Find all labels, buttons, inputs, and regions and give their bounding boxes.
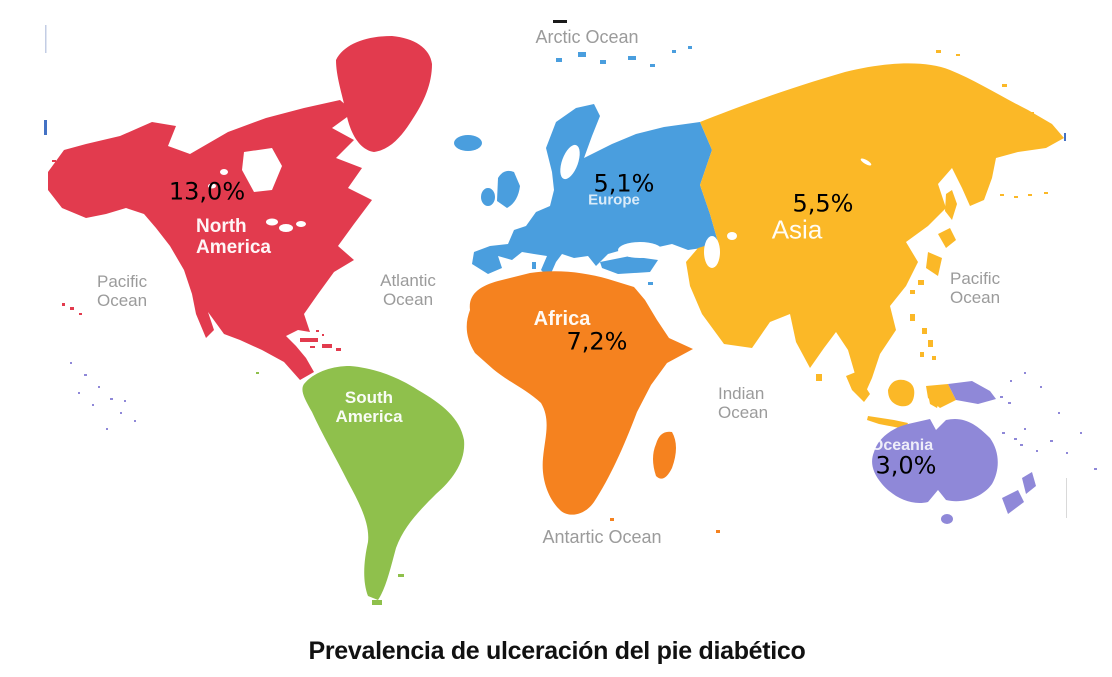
greenland [336,36,432,152]
oceania-value: 3,0% [875,451,937,480]
africa-label: Africa [533,307,591,330]
great-lakes [266,218,278,226]
africa-mainland [466,271,693,515]
europe-mainland [472,104,718,278]
lake-baikal [860,158,872,166]
south-america-mainland [302,366,465,600]
great-lakes [296,221,306,227]
artifacts [44,20,1067,518]
europe-shape [454,46,718,285]
arctic-ocean-label: Arctic Ocean [535,26,639,47]
asia-mainland [686,63,1064,397]
canadian-lakes [208,183,216,189]
iceland [454,135,482,151]
ireland [481,188,495,206]
sakhalin [945,190,957,220]
pacific-ocean-left-label: Pacific Ocean [97,272,148,311]
north-america-label: North America [196,216,271,259]
new-zealand [1002,472,1036,514]
new-guinea-east [948,381,996,404]
artifact-tick-left [44,120,47,135]
great-lakes [279,224,293,232]
oceania-shape [70,362,1097,524]
africa-value: 7,2% [566,327,628,356]
hudson-bay [242,148,282,192]
sea-overlays [208,144,872,268]
artifact-line-left [45,25,47,53]
madagascar [653,431,676,479]
black-sea [618,242,662,258]
artifact-line-right [1066,478,1067,518]
aral-sea [727,232,737,240]
europe-label: Europe [588,191,640,209]
europe-value: 5,1% [593,169,655,198]
page-title: Prevalencia de ulceración del pie diabét… [308,637,806,665]
canadian-lakes [220,169,228,175]
artifact-tick-right [1064,133,1066,141]
japan [910,228,956,294]
artifact-dash [553,20,567,23]
caspian-sea [704,236,720,268]
tasmania [941,514,953,524]
pacific-ocean-right-label: Pacific Ocean [950,269,1001,308]
north-america-value: 13,0% [168,177,246,206]
north-america-shape [48,36,432,380]
africa-shape [466,271,720,533]
north-america-mainland [48,100,372,380]
antartic-ocean-label: Antartic Ocean [542,526,662,547]
south-america-shape [256,366,465,605]
asia-value: 5,5% [792,189,854,218]
oceania-label: Oceania [870,437,934,455]
atlantic-ocean-label: Atlantic Ocean [380,270,436,309]
world-map [44,20,1097,605]
asia-label: Asia [771,214,823,245]
indian-ocean-label: Indian Ocean [718,384,769,423]
great-britain [497,170,520,208]
asia-shape [686,50,1064,436]
australia [872,418,998,504]
turkey [600,256,658,274]
baltic-sea [560,144,580,180]
south-america-label: South America [335,387,403,426]
new-guinea-west [926,384,956,408]
